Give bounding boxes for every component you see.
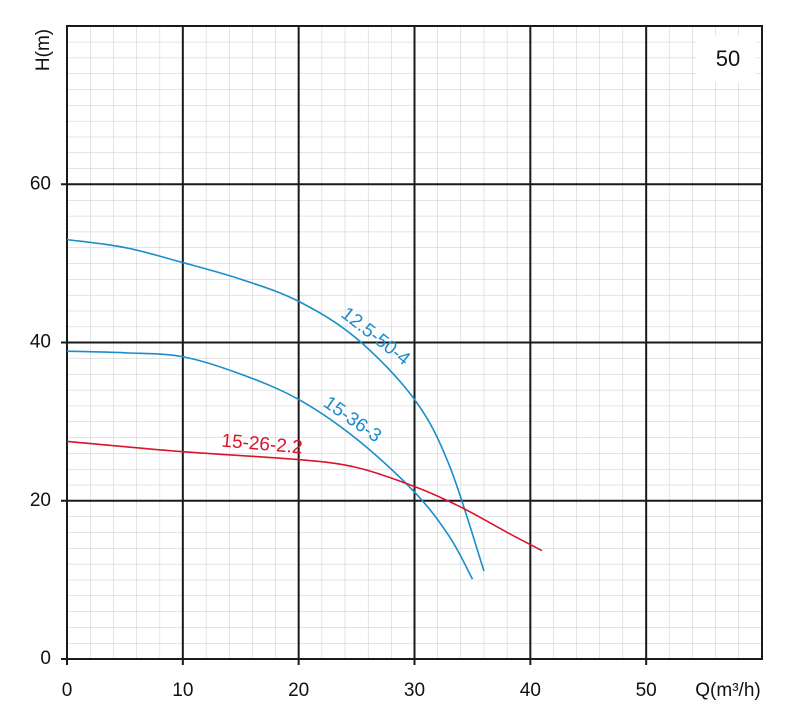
panel-label: 50 [716, 46, 740, 71]
y-tick-label: 20 [30, 490, 51, 511]
curve [66, 350, 474, 580]
curve [66, 238, 485, 572]
panel-label-box [696, 36, 756, 82]
x-tick-label: 30 [404, 680, 425, 701]
curve [66, 440, 543, 552]
x-tick-label: 20 [288, 680, 309, 701]
y-axis-label: H(m) [33, 29, 54, 71]
x-tick-label: 40 [520, 680, 541, 701]
y-tick-label: 0 [40, 648, 51, 669]
x-tick-label: 0 [62, 680, 73, 701]
x-tick-label: 50 [636, 680, 657, 701]
y-tick-label: 60 [30, 173, 51, 194]
x-tick-label: 10 [172, 680, 193, 701]
x-axis-label: Q(m³/h) [695, 680, 760, 701]
y-tick-label: 40 [30, 332, 51, 353]
